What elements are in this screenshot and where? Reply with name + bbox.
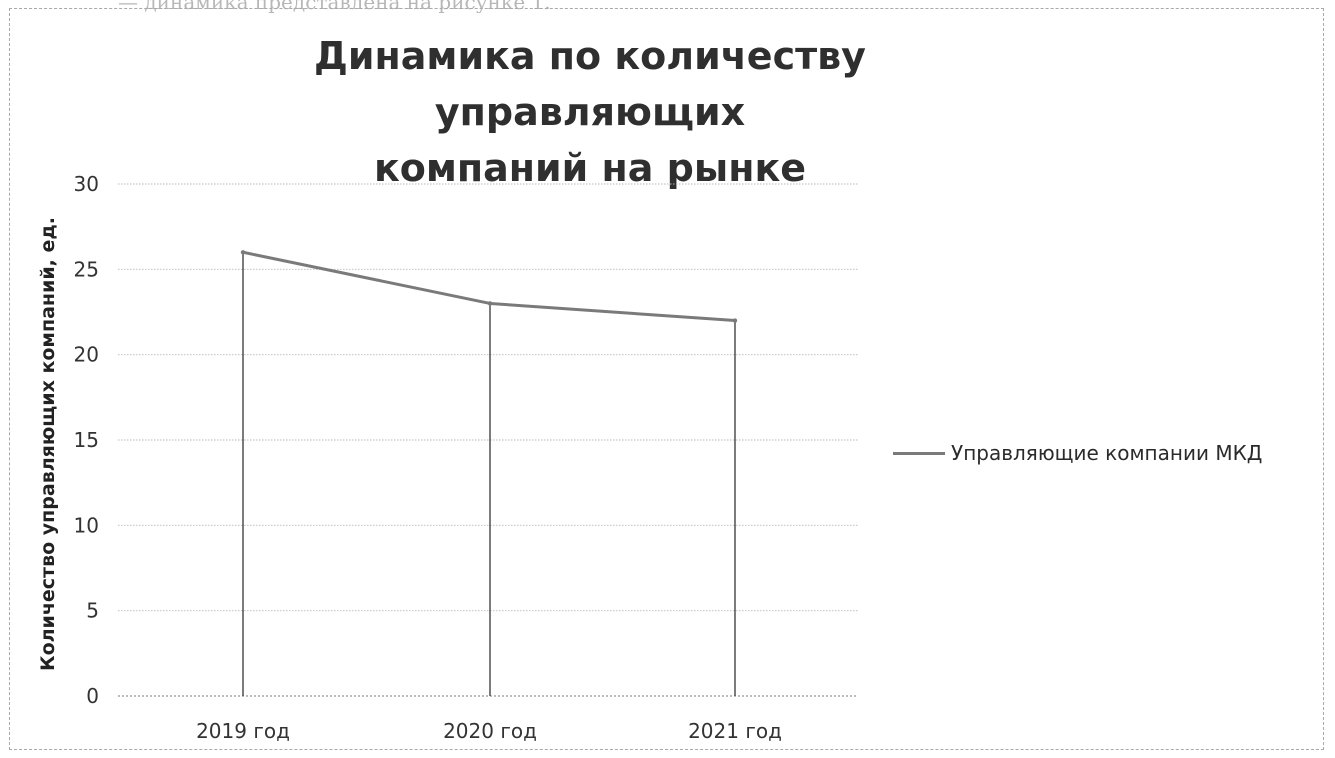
y-tick-label: 15 xyxy=(74,428,99,452)
x-tick-label: 2021 год xyxy=(688,719,782,743)
chart-title: Динамика по количеству управляющих компа… xyxy=(160,28,1020,196)
data-point xyxy=(487,301,493,306)
data-point xyxy=(240,250,246,255)
y-tick-label: 20 xyxy=(74,343,99,367)
data-point xyxy=(732,318,738,323)
document-fragment-text: — динамика представлена на рисунке 1. xyxy=(118,0,551,13)
y-axis-ticks: 0 5 10 15 20 25 30 xyxy=(74,172,99,708)
gridlines xyxy=(118,183,858,697)
chart-title-line-2: компаний на рынке xyxy=(373,146,807,190)
y-tick-label: 0 xyxy=(86,684,99,708)
x-axis-ticks: 2019 год 2020 год 2021 год xyxy=(196,719,782,743)
y-tick-label: 30 xyxy=(74,172,99,196)
legend-line-marker xyxy=(893,451,945,455)
data-series xyxy=(240,250,738,323)
chart-frame xyxy=(9,8,1324,750)
chart-legend: Управляющие компании МКД xyxy=(893,438,1262,468)
y-tick-label: 5 xyxy=(86,599,99,623)
x-tick-label: 2020 год xyxy=(443,719,537,743)
legend-label: Управляющие компании МКД xyxy=(951,441,1263,465)
y-tick-label: 25 xyxy=(74,257,99,281)
series-line xyxy=(241,250,737,323)
x-tick-label: 2019 год xyxy=(196,719,290,743)
chart-title-line-1: Динамика по количеству управляющих xyxy=(314,34,866,134)
y-tick-label: 10 xyxy=(74,513,99,537)
drop-lines xyxy=(242,252,736,696)
